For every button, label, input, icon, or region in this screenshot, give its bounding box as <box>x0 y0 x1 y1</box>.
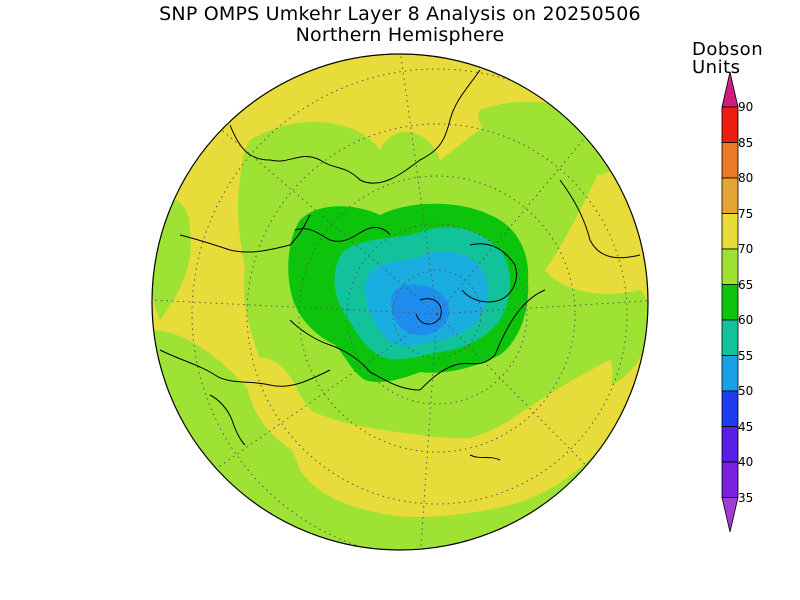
latitude-circle-70 <box>346 223 528 405</box>
colorbar-bottom-triangle <box>721 497 739 533</box>
coastline-north-america <box>289 289 546 391</box>
meridian-2 <box>436 119 601 315</box>
colorbar-band-45-50 <box>721 390 739 427</box>
colorbar-tick-label-55: 55 <box>738 348 754 363</box>
map-border <box>151 53 649 551</box>
colorbar-units-label-2: Units <box>692 57 741 78</box>
colorbar-band-75-80 <box>721 177 739 214</box>
colorbar-tick-label-65: 65 <box>738 277 754 292</box>
colorbar-tick-label-75: 75 <box>738 206 754 221</box>
colorbar-tick-label-35: 35 <box>738 490 754 505</box>
latitude-circle-60 <box>298 175 576 453</box>
field-band-70-75-lowerpatch <box>246 357 613 478</box>
colorbar-band-60-65 <box>721 284 739 321</box>
colorbar-band-80-85 <box>721 142 739 179</box>
colorbar-tick-label-50: 50 <box>738 384 754 398</box>
colorbar <box>721 71 739 533</box>
colorbar-tick-label-45: 45 <box>738 419 754 434</box>
colorbar-band-70-75 <box>721 213 739 250</box>
colorbar-band-50-55 <box>721 355 739 392</box>
colorbar-tick-label-40: 40 <box>738 455 754 469</box>
meridian-7 <box>152 299 438 315</box>
coastline-japan <box>209 394 246 446</box>
colorbar-band-85-90 <box>721 106 739 143</box>
colorbar-tick-label-70: 70 <box>738 242 754 256</box>
colorbar-tick-label-85: 85 <box>738 135 754 150</box>
coastline-eurasia-top <box>229 69 481 184</box>
coastline-canada-west <box>559 179 641 259</box>
colorbar-band-65-70 <box>721 248 739 285</box>
coastline-greenland <box>461 243 517 303</box>
latitude-circle-80 <box>392 269 482 359</box>
colorbar-tick-label-90: 90 <box>738 100 754 114</box>
meridian-1 <box>399 54 438 315</box>
colorbar-tick-label-80: 80 <box>738 171 754 185</box>
meridian-8 <box>209 119 438 315</box>
coastline-alaska <box>469 454 501 461</box>
colorbar-tick-label-60: 60 <box>738 313 754 327</box>
map-title: SNP OMPS Umkehr Layer 8 Analysis on 2025… <box>159 3 641 25</box>
field-band-65-70-lowerleft <box>152 330 648 550</box>
ozone-field <box>152 54 648 550</box>
map-subtitle: Northern Hemisphere <box>295 24 505 46</box>
colorbar-band-35-40 <box>721 461 739 498</box>
coastline-eurasia-left <box>179 214 311 253</box>
colorbar-units-label: Dobson <box>692 39 764 60</box>
coastline-canada-north <box>415 298 442 325</box>
latitude-circle-50 <box>246 123 628 505</box>
colorbar-band-55-60 <box>721 319 739 356</box>
graticule <box>152 54 648 550</box>
coastline-asia-east <box>159 349 331 387</box>
colorbar-band-40-45 <box>721 426 739 463</box>
